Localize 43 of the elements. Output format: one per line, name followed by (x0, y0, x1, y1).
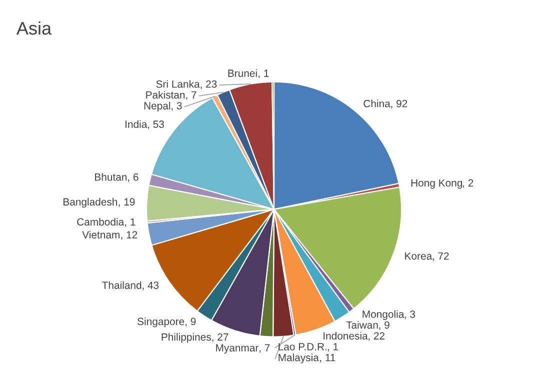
slice-label: Taiwan (346, 321, 378, 329)
data-label: , 1 (328, 343, 338, 352)
slice-label: Philippines (162, 333, 211, 343)
data-label: , 3 (404, 310, 416, 320)
data-label: , 19 (118, 198, 135, 207)
data-label: , 2 (462, 179, 474, 188)
slice-label: China (364, 100, 390, 108)
data-label: , 27 (212, 333, 228, 342)
data-label: , 22 (368, 332, 384, 341)
slice-label: Nepal (144, 102, 170, 112)
data-label: , 23 (200, 80, 217, 90)
data-label: , 1 (258, 70, 269, 78)
slice-label: Pakistan (146, 90, 185, 99)
data-label: , 7 (260, 344, 270, 353)
data-label: , 3 (172, 102, 182, 111)
slice-label: Indonesia (324, 332, 368, 340)
data-label: , 6 (128, 173, 138, 182)
slice-label: Korea (405, 252, 432, 260)
data-label: , 9 (186, 318, 196, 326)
data-label: , 43 (142, 282, 159, 290)
data-label: , 92 (391, 100, 408, 109)
data-label: , 9 (379, 321, 390, 330)
slice-label: Brunei (228, 69, 257, 77)
slice-label: Cambodia (77, 218, 124, 226)
chart-title: Asia (16, 21, 52, 35)
slice-label: Sri Lanka (156, 80, 200, 88)
slice-label: Lao P.D.R. (278, 343, 326, 350)
slice-label: Bhutan (95, 173, 127, 181)
slice-label: Mongolia (362, 310, 404, 320)
slice-label: Hong Kong (411, 179, 462, 189)
slice-label: Thailand (102, 281, 142, 289)
slice-label: Myanmar (216, 344, 259, 354)
data-label: , 12 (121, 231, 138, 240)
data-label: , 1 (125, 218, 136, 227)
data-label: , 53 (148, 120, 164, 130)
data-label: , 7 (186, 91, 196, 100)
slice-label: Vietnam (82, 230, 120, 238)
slice-label: Bangladesh (64, 198, 118, 208)
data-label: , 11 (320, 354, 336, 362)
slice-label: India (126, 120, 148, 128)
data-label: , 72 (432, 252, 449, 261)
slice-label: Malaysia (278, 354, 319, 364)
slice-label: Singapore (138, 318, 184, 328)
